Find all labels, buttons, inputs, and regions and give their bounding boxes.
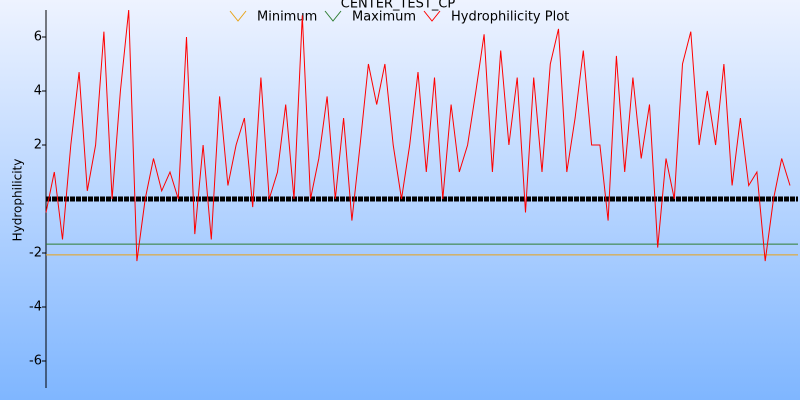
y-axis-label: Hydrophilicity: [11, 159, 25, 242]
legend-icon: [423, 10, 441, 22]
legend-label: Maximum: [352, 10, 416, 25]
y-tick-label: 2: [34, 138, 42, 153]
y-tick-label: 4: [34, 84, 42, 99]
legend-label: Minimum: [257, 10, 317, 25]
chart-title: CENTER_TEST_CP: [341, 0, 456, 12]
y-tick-label: -2: [29, 246, 42, 261]
y-tick-label: -6: [29, 354, 42, 369]
legend-label: Hydrophilicity Plot: [451, 10, 569, 25]
y-tick-label: -4: [29, 300, 42, 315]
y-tick-label: 6: [34, 30, 42, 45]
legend-icon: [324, 10, 342, 22]
data-line: [45, 9, 791, 262]
legend-icon: [229, 10, 247, 22]
